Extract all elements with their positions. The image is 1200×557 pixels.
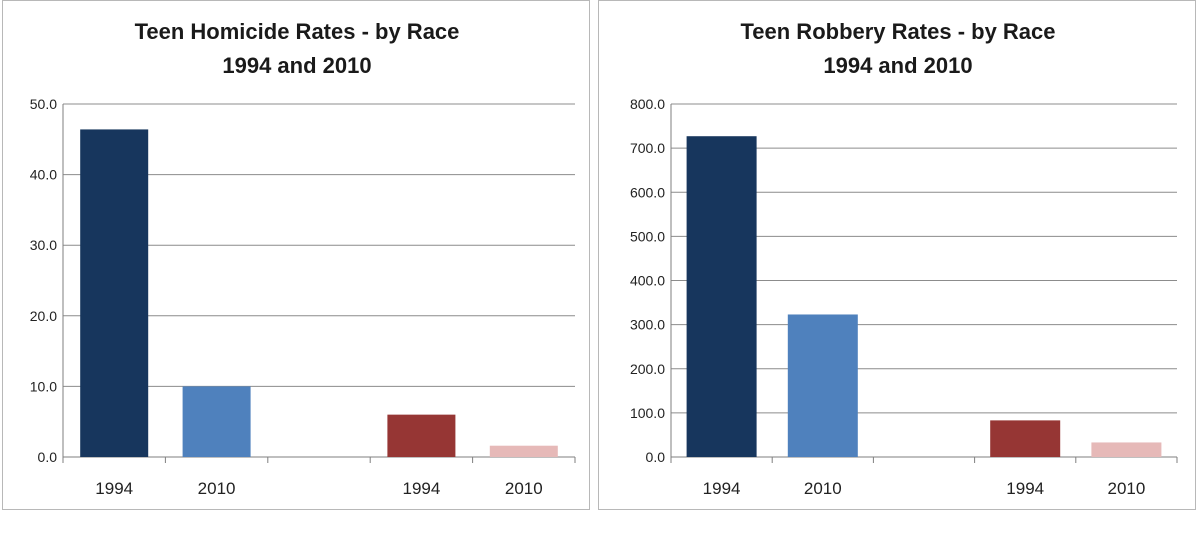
bar-black-1994 <box>80 129 149 457</box>
x-tick-label: 2010 <box>505 479 543 498</box>
x-tick-label: 1994 <box>402 479 440 498</box>
homicide-chart-panel: Teen Homicide Rates - by Race 1994 and 20… <box>2 0 590 510</box>
y-tick-label: 800.0 <box>630 96 665 112</box>
y-tick-label: 500.0 <box>630 228 665 244</box>
y-tick-label: 600.0 <box>630 184 665 200</box>
chart-title: Teen Homicide Rates - by Race <box>135 19 460 44</box>
robbery-chart: Teen Robbery Rates - by Race 1994 and 201… <box>630 19 1178 498</box>
robbery-chart-panel: Teen Robbery Rates - by Race 1994 and 201… <box>598 0 1196 510</box>
x-tick-label: 2010 <box>1107 479 1145 498</box>
chart-subtitle: 1994 and 2010 <box>823 53 972 78</box>
y-tick-label: 300.0 <box>630 317 665 333</box>
chart-subtitle: 1994 and 2010 <box>222 53 371 78</box>
bar-white-2010 <box>1091 442 1162 457</box>
y-tick-label: 700.0 <box>630 140 665 156</box>
y-tick-label: 0.0 <box>646 449 666 465</box>
bar-black-2010 <box>182 386 251 457</box>
bar-white-1994 <box>990 420 1061 457</box>
bar-white-1994 <box>387 414 456 457</box>
x-tick-label: 1994 <box>95 479 133 498</box>
x-tick-label: 2010 <box>198 479 236 498</box>
y-tick-label: 30.0 <box>30 237 57 253</box>
y-tick-label: 50.0 <box>30 96 57 112</box>
y-tick-label: 20.0 <box>30 308 57 324</box>
bar-white-2010 <box>489 445 558 457</box>
y-tick-label: 400.0 <box>630 273 665 289</box>
homicide-chart: Teen Homicide Rates - by Race 1994 and 20… <box>30 19 576 498</box>
bar-black-2010 <box>787 314 858 457</box>
x-tick-label: 1994 <box>703 479 741 498</box>
y-tick-label: 40.0 <box>30 167 57 183</box>
x-tick-label: 1994 <box>1006 479 1044 498</box>
chart-title: Teen Robbery Rates - by Race <box>740 19 1055 44</box>
bar-black-1994 <box>686 136 757 457</box>
x-tick-label: 2010 <box>804 479 842 498</box>
y-tick-label: 0.0 <box>38 449 58 465</box>
y-tick-label: 100.0 <box>630 405 665 421</box>
y-tick-label: 10.0 <box>30 378 57 394</box>
y-tick-label: 200.0 <box>630 361 665 377</box>
